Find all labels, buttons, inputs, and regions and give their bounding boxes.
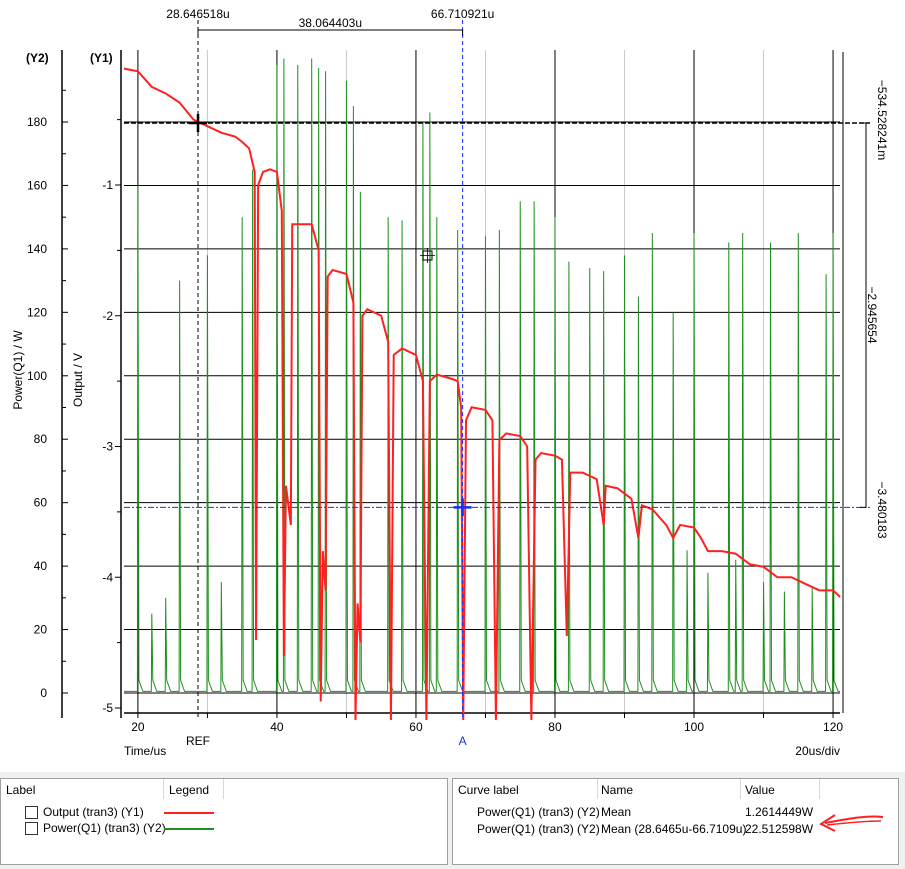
stats-header-curve-label: Curve label	[458, 783, 519, 797]
legend-header-label: Label	[6, 783, 36, 797]
y2-tick-label: 20	[34, 623, 48, 637]
right-bottom-readout: −3.480183	[875, 481, 889, 538]
stats-header-value: Value	[745, 783, 775, 797]
ref-cursor-cross-icon[interactable]	[189, 113, 208, 132]
output-legend-swatch	[164, 812, 214, 814]
power-legend-swatch	[164, 828, 214, 830]
y1-tick-label: -4	[102, 570, 113, 584]
legend-header-legend: Legend	[169, 783, 210, 797]
x-axis-label: Time/us	[124, 744, 166, 758]
y2-tick-label: 160	[27, 178, 47, 192]
stats-row-2-name[interactable]: Mean (28.6465u-66.7109u)	[601, 822, 747, 836]
column-separator[interactable]	[597, 779, 598, 799]
y2-tick-label: 80	[34, 432, 48, 446]
y2-axis-label: Power(Q1) / W	[11, 330, 25, 410]
delta-bracket	[197, 29, 464, 36]
right-mid-readout: −2.945654	[865, 286, 879, 343]
legend-panel: Label Legend Output (tran3) (Y1) Power(Q…	[0, 778, 448, 865]
y2-tick-label: 100	[27, 369, 47, 383]
y1-tick-label: -1	[102, 178, 113, 192]
y1-axis-tag: (Y1)	[90, 51, 113, 65]
x-tick-label: 60	[409, 720, 423, 734]
output-series-line[interactable]	[123, 67, 841, 721]
right-top-readout: −534.528241m	[875, 80, 889, 160]
point-marker-crosshair-icon	[420, 248, 435, 263]
stats-row-2-value[interactable]: 22.512598W	[745, 822, 814, 836]
output-visibility-checkbox[interactable]	[25, 806, 38, 819]
y1-axis-label: Output / V	[71, 353, 85, 407]
waveform-chart[interactable]: 0 20 40 60 80 100 120 140 160 180 -1 -2 -3 -4 -5 20 40 60…	[0, 0, 905, 772]
stats-row-1-value[interactable]: 1.2614449W	[745, 805, 814, 819]
column-separator[interactable]	[819, 779, 820, 799]
x-tick-label: 100	[684, 720, 704, 734]
x-scale-label: 20us/div	[795, 744, 840, 758]
stats-row-1-curve[interactable]: Power(Q1) (tran3) (Y2)	[477, 805, 600, 819]
a-x-readout: 66.710921u	[431, 7, 494, 21]
column-separator[interactable]	[740, 779, 741, 799]
delta-readout: 38.064403u	[299, 16, 362, 30]
y2-axis-tag: (Y2)	[26, 51, 49, 65]
annotation-arrow-icon	[818, 814, 884, 832]
y1-tick-label: -2	[102, 309, 113, 323]
plot-background[interactable]	[124, 50, 840, 713]
stats-row-1-name[interactable]: Mean	[601, 805, 632, 819]
y2-tick-label: 40	[34, 559, 48, 573]
x-tick-label: 40	[270, 720, 284, 734]
y2-tick-label: 0	[40, 686, 47, 700]
right-delta-bracket	[860, 122, 867, 508]
x-tick-label: 120	[823, 720, 843, 734]
y2-tick-label: 180	[27, 115, 47, 129]
ref-cursor-label: REF	[186, 734, 210, 748]
ref-x-readout: 28.646518u	[166, 7, 229, 21]
a-cursor-label: A	[459, 734, 467, 748]
x-tick-label: 20	[131, 720, 145, 734]
plot-area[interactable]: 0 20 40 60 80 100 120 140 160 180 -1 -2 -3 -4 -5 20 40 60…	[0, 0, 905, 772]
y1-tick-label: -5	[102, 701, 113, 715]
column-separator[interactable]	[163, 779, 164, 799]
stats-row-2-curve[interactable]: Power(Q1) (tran3) (Y2)	[477, 822, 600, 836]
measurement-panel: Curve label Name Value Power(Q1) (tran3)…	[452, 778, 899, 865]
stats-header-name: Name	[601, 783, 634, 797]
y2-tick-label: 120	[27, 305, 47, 319]
a-cursor-cross-icon[interactable]	[453, 498, 472, 517]
y1-tick-label: -3	[102, 440, 113, 454]
legend-row-power-label: Power(Q1) (tran3) (Y2)	[43, 821, 166, 835]
x-tick-label: 80	[548, 720, 562, 734]
power-visibility-checkbox[interactable]	[25, 822, 38, 835]
y2-tick-label: 140	[27, 242, 47, 256]
legend-row-output-label: Output (tran3) (Y1)	[43, 805, 144, 819]
y2-tick-label: 60	[34, 496, 48, 510]
column-separator[interactable]	[223, 779, 224, 799]
